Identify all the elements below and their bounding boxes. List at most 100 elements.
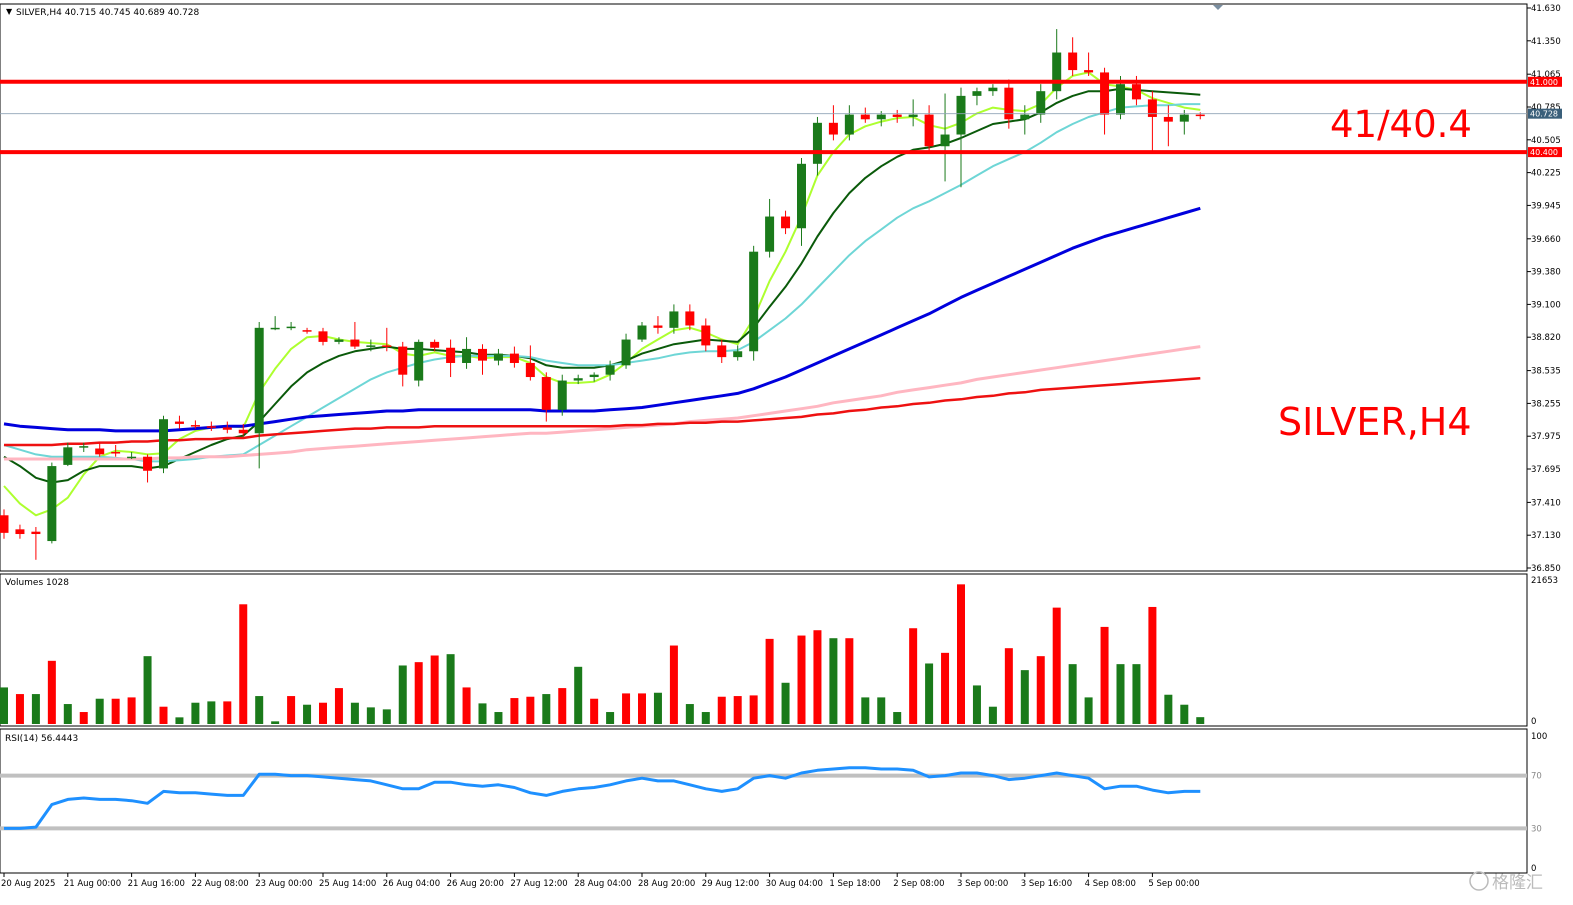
time-tick-label: 4 Sep 08:00 (1085, 879, 1136, 889)
candle-bull (127, 456, 137, 459)
volume-bar (1148, 606, 1157, 724)
candle-bull (254, 327, 264, 434)
ma-blue-line (3, 206, 1201, 433)
candle-bear (924, 114, 934, 147)
candle-bull (988, 87, 998, 92)
range-annotation: 41/40.4 (1330, 103, 1472, 146)
candle-bear (685, 311, 695, 326)
price-tick-label: 37.695 (1531, 465, 1561, 475)
candle-bear (653, 325, 663, 328)
volume-bar (1164, 694, 1173, 724)
time-tick-label: 21 Aug 16:00 (128, 879, 185, 889)
volume-bar (303, 704, 312, 724)
candle-bear (190, 425, 200, 427)
volume-bar (1116, 664, 1125, 724)
volume-bar (829, 638, 838, 724)
candle-bull (972, 91, 982, 96)
time-tick-label: 28 Aug 20:00 (638, 879, 695, 889)
volume-bar (925, 663, 934, 724)
price-tick-label: 38.535 (1531, 367, 1561, 377)
price-tick-label: 41.630 (1531, 4, 1561, 14)
price-axis: 41.630 41.350 41.065 40.785 40.505 40.225 39.9… (1527, 4, 1561, 574)
ma-pink-line (4, 345, 1201, 461)
volume-bar (845, 638, 854, 724)
time-tick-label: 28 Aug 04:00 (574, 879, 631, 889)
candle-bear (1147, 99, 1157, 117)
volume-zero-label: 0 (1531, 717, 1536, 727)
time-tick-label: 27 Aug 12:00 (510, 879, 567, 889)
volume-bar (1020, 670, 1029, 724)
volume-bar (255, 696, 264, 724)
price-tick-label: 41.065 (1531, 70, 1561, 80)
candle-bear (206, 426, 216, 428)
candle-bull (47, 466, 57, 542)
candle-bull (270, 327, 280, 330)
volume-bar (494, 712, 503, 724)
candle-bull (1020, 114, 1030, 120)
time-tick-label: 26 Aug 04:00 (383, 879, 440, 889)
time-axis: 20 Aug 2025 21 Aug 00:00 21 Aug 16:00 22 Au… (1, 873, 1200, 889)
candle-bull (812, 122, 822, 164)
candle-bull (637, 325, 647, 340)
time-tick-label: 21 Aug 00:00 (64, 879, 121, 889)
candle-bull (1116, 84, 1125, 115)
volume-bar (79, 712, 88, 724)
volume-bar (590, 698, 599, 724)
candle-bear (1004, 87, 1014, 120)
candle-bull (493, 353, 503, 361)
volume-bar (988, 706, 997, 724)
candle-bear (111, 452, 121, 454)
time-tick-label: 22 Aug 08:00 (191, 879, 248, 889)
volume-bar (669, 645, 678, 724)
candle-bear (701, 325, 711, 346)
candle-bear (717, 345, 727, 358)
rsi-tick-label: 70 (1531, 772, 1542, 782)
volume-bar (334, 688, 343, 724)
level-tag-label: 40.400 (1530, 148, 1558, 157)
volume-indicator-title: Volumes 1028 (5, 578, 69, 588)
symbol-dropdown-icon[interactable]: ▼ (6, 7, 13, 16)
volume-bar (972, 685, 981, 724)
candle-bear (1163, 116, 1173, 122)
volume-bar (350, 702, 359, 724)
volume-bar (558, 688, 567, 724)
volume-bar (542, 694, 551, 724)
candle-bear (860, 114, 870, 120)
current-price-tag (1528, 108, 1562, 119)
candle-bull (366, 345, 376, 347)
volume-bar (941, 652, 950, 724)
volume-bar (175, 717, 184, 724)
volume-bar (143, 656, 152, 724)
candle-bear (238, 429, 248, 434)
volume-bar (207, 701, 216, 724)
volume-bar (191, 702, 200, 724)
volume-bar (239, 604, 248, 724)
price-tick-label: 38.820 (1531, 333, 1561, 343)
candle-bear (222, 427, 232, 430)
volume-max-label: 21653 (1531, 576, 1558, 586)
price-tick-label: 40.225 (1531, 169, 1561, 179)
chart-shift-marker[interactable] (1213, 5, 1223, 10)
level-tag-label: 41.000 (1530, 78, 1558, 87)
volume-bar (1052, 607, 1061, 724)
time-tick-label: 20 Aug 2025 (1, 879, 55, 889)
volume-bar (1004, 648, 1013, 724)
rsi-axis: 100 70 30 0 (1531, 732, 1547, 874)
volume-bar (382, 709, 391, 724)
volume-bar (15, 694, 24, 724)
price-tick-label: 39.660 (1531, 235, 1561, 245)
candle-bull (557, 380, 567, 410)
time-tick-label: 26 Aug 20:00 (447, 879, 504, 889)
price-tick-label: 37.975 (1531, 432, 1561, 442)
price-tick-label: 38.255 (1531, 399, 1561, 409)
time-tick-label: 3 Sep 16:00 (1021, 879, 1072, 889)
volume-bar (271, 721, 280, 724)
price-tick-label: 37.130 (1531, 531, 1561, 541)
volume-bar (781, 682, 790, 724)
time-tick-label: 2 Sep 08:00 (893, 879, 944, 889)
candle-bull (956, 95, 966, 135)
candle-bear (382, 345, 392, 347)
volume-bar (398, 665, 407, 724)
